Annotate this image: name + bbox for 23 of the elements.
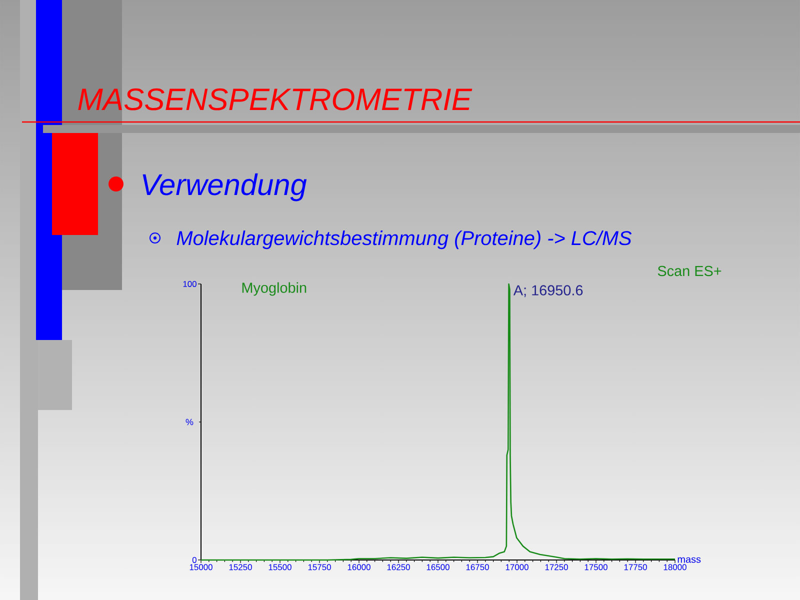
chart-title: MASSENSPEKTROMETRIE <box>78 88 472 110</box>
x-tick-label: 17750 <box>624 564 647 570</box>
chart-subtitle: Verwendung <box>142 173 307 202</box>
y-tick-label: 0 <box>192 556 196 563</box>
x-tick-label: 15000 <box>190 564 212 570</box>
y-tick-label: 100 <box>183 280 196 287</box>
x-tick-label: 17000 <box>506 564 528 570</box>
x-tick-label: 17250 <box>545 564 568 570</box>
x-tick-label: 17500 <box>584 564 608 570</box>
y-axis-title: % <box>186 418 194 426</box>
x-tick-label: 15500 <box>268 564 292 570</box>
annotation: A; 16950.6 <box>513 285 583 298</box>
x-tick-label: 15250 <box>229 564 252 570</box>
x-tick-label: 16000 <box>348 564 370 570</box>
x-tick-label: 16250 <box>387 564 410 570</box>
x-axis-title: mass <box>678 557 701 563</box>
text: Scan ES+ <box>658 266 722 276</box>
text: Molekulargewichtsbestimmung (Proteine) -> LC/MS <box>176 230 632 250</box>
x-tick-label: 18000 <box>664 564 686 570</box>
x-tick-label: 16750 <box>466 564 489 570</box>
x-tick-label: 15750 <box>308 564 331 570</box>
annotation: Myoglobin <box>242 282 306 296</box>
x-tick-label: 16500 <box>426 564 450 570</box>
